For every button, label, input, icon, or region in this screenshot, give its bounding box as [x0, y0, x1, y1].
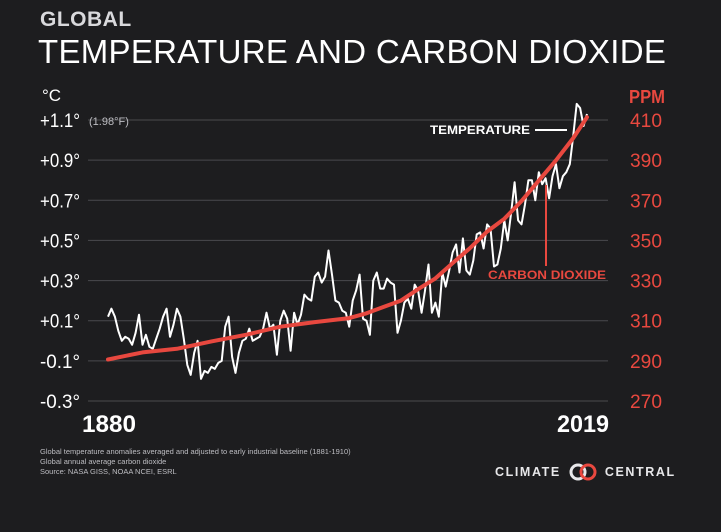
right-tick-label: 270 [630, 392, 662, 413]
right-tick-label: 350 [630, 231, 662, 252]
right-tick-label: 390 [630, 151, 662, 172]
left-axis-unit: °C [42, 86, 61, 105]
left-axis: °C (1.98°F) +1.1° +0.9° +0.7° +0.5° +0.3° +0.… [40, 86, 129, 413]
left-tick-label: +0.1° [40, 312, 80, 333]
co2-line [106, 115, 589, 362]
x-tick-label: 2019 [557, 411, 609, 438]
left-tick-label: -0.1° [40, 352, 80, 373]
series-layer [106, 102, 589, 380]
footnote-line-2: Global annual average carbon dioxide [40, 457, 167, 466]
left-tick-label: -0.3° [40, 392, 80, 413]
fahrenheit-note: (1.98°F) [89, 116, 129, 128]
right-tick-label: 330 [630, 272, 662, 293]
temperature-label: TEMPERATURE [430, 123, 530, 137]
left-tick-label: +1.1° [40, 111, 80, 132]
right-tick-label: 370 [630, 191, 662, 212]
right-tick-label: 310 [630, 312, 662, 333]
left-tick-label: +0.9° [40, 151, 80, 172]
left-tick-label: +0.3° [40, 272, 80, 293]
co2-label: CARBON DIOXIDE [488, 268, 606, 282]
temperature-line [107, 102, 588, 380]
climate-central-logo: CLIMATE CENTRAL [495, 462, 676, 482]
footnote-line-3: Source: NASA GISS, NOAA NCEI, ESRL [40, 467, 177, 476]
chart-title: TEMPERATURE AND CARBON DIOXIDE [38, 33, 667, 70]
right-axis-unit: PPM [629, 87, 665, 107]
footnote: Global temperature anomalies averaged an… [40, 447, 351, 477]
gridlines [88, 119, 608, 402]
footnote-line-1: Global temperature anomalies averaged an… [40, 447, 351, 456]
right-tick-label: 410 [630, 111, 662, 132]
chart-kicker: GLOBAL [40, 8, 132, 31]
x-axis: 1880 2019 [82, 411, 609, 438]
x-tick-label: 1880 [82, 411, 136, 438]
right-axis: PPM 410 390 370 350 330 310 290 270 [629, 87, 665, 413]
brand-left-word: CLIMATE [495, 465, 561, 479]
annotations: TEMPERATURE CARBON DIOXIDE [430, 123, 606, 282]
brand-right-word: CENTRAL [604, 465, 676, 479]
interlocking-rings-icon [569, 463, 597, 481]
right-tick-label: 290 [630, 352, 662, 373]
left-tick-label: +0.7° [40, 191, 80, 212]
left-tick-label: +0.5° [40, 231, 80, 252]
